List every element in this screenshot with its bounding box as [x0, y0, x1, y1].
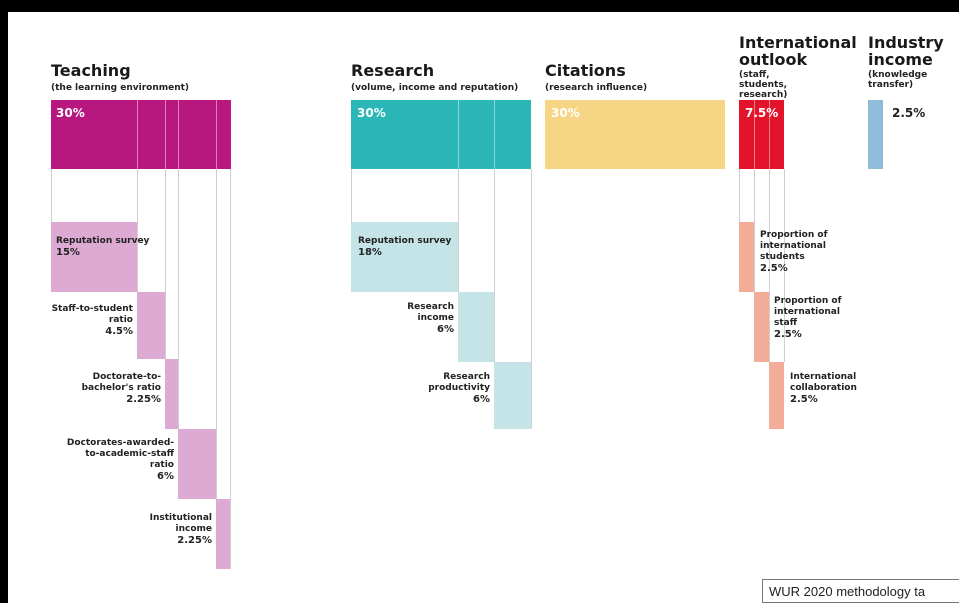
international-main-block: [739, 100, 784, 169]
teaching-reputation-block: [51, 222, 137, 292]
research-productivity-label: Research productivity 6%: [428, 372, 490, 405]
research-title: Research: [351, 61, 435, 80]
research-subtitle: (volume, income and reputation): [351, 83, 519, 93]
image-tooltip: WUR 2020 methodology ta: [762, 579, 959, 603]
teaching-staff-ratio-block: [137, 292, 165, 359]
teaching-connector: [165, 169, 166, 359]
teaching-divider: [137, 100, 138, 169]
diagram-canvas: Teaching (the learning environment) 30% …: [8, 12, 959, 603]
international-title: International outlook: [739, 33, 857, 69]
teaching-institutional-income-block: [216, 499, 230, 569]
intl-students-label: Proportion of international students 2.5%: [760, 230, 828, 274]
research-main-block: [351, 100, 531, 169]
teaching-staff-ratio-label: Staff-to-student ratio 4.5%: [51, 304, 133, 337]
international-connector: [739, 169, 740, 222]
research-connector: [494, 169, 495, 362]
teaching-connector: [137, 169, 138, 292]
teaching-main-block: [51, 100, 231, 169]
citations-pct: 30%: [551, 106, 580, 120]
intl-staff-block: [754, 292, 769, 362]
intl-collaboration-label: International collaboration 2.5%: [790, 372, 857, 405]
teaching-connector: [51, 169, 52, 222]
teaching-connector: [178, 169, 179, 429]
teaching-pct: 30%: [56, 106, 85, 120]
research-income-block: [458, 292, 494, 362]
teaching-title: Teaching: [51, 61, 131, 80]
research-connector: [351, 169, 352, 222]
research-income-label: Research income 6%: [407, 302, 454, 335]
industry-title: Industry income: [868, 33, 944, 69]
research-reputation-block: [351, 222, 458, 292]
international-connector: [769, 169, 770, 362]
industry-subtitle: (knowledge transfer): [868, 70, 928, 90]
international-subtitle: (staff, students, research): [739, 70, 788, 100]
teaching-connector: [230, 169, 231, 569]
teaching-doctorates-awarded-label: Doctorates-awarded-to-academic-staff rat…: [66, 438, 174, 482]
citations-title: Citations: [545, 61, 626, 80]
research-pct: 30%: [357, 106, 386, 120]
teaching-subtitle: (the learning environment): [51, 83, 190, 93]
research-productivity-block: [494, 362, 531, 429]
research-connector: [531, 169, 532, 429]
teaching-reputation-label: Reputation survey 15%: [56, 236, 150, 258]
teaching-divider: [216, 100, 217, 169]
research-connector: [458, 169, 459, 292]
intl-students-block: [739, 222, 754, 292]
teaching-doctorate-bachelor-label: Doctorate-to-bachelor's ratio 2.25%: [81, 372, 161, 405]
teaching-doctorates-awarded-block: [178, 429, 216, 499]
intl-staff-label: Proportion of international staff 2.5%: [774, 296, 842, 340]
teaching-divider: [165, 100, 166, 169]
citations-main-block: [545, 100, 725, 169]
international-connector: [784, 169, 785, 362]
teaching-connector: [216, 169, 217, 499]
industry-main-block: [868, 100, 883, 169]
international-divider: [769, 100, 770, 169]
citations-subtitle: (research influence): [545, 83, 648, 93]
research-reputation-label: Reputation survey 18%: [358, 236, 452, 258]
international-connector: [754, 169, 755, 292]
intl-collaboration-block: [769, 362, 784, 429]
international-pct: 7.5%: [745, 106, 779, 120]
international-divider: [754, 100, 755, 169]
teaching-doctorate-bachelor-block: [165, 359, 178, 429]
teaching-institutional-income-label: Institutional income 2.25%: [149, 513, 212, 546]
research-divider: [458, 100, 459, 169]
industry-pct: 2.5%: [892, 106, 926, 120]
research-divider: [494, 100, 495, 169]
teaching-divider: [178, 100, 179, 169]
